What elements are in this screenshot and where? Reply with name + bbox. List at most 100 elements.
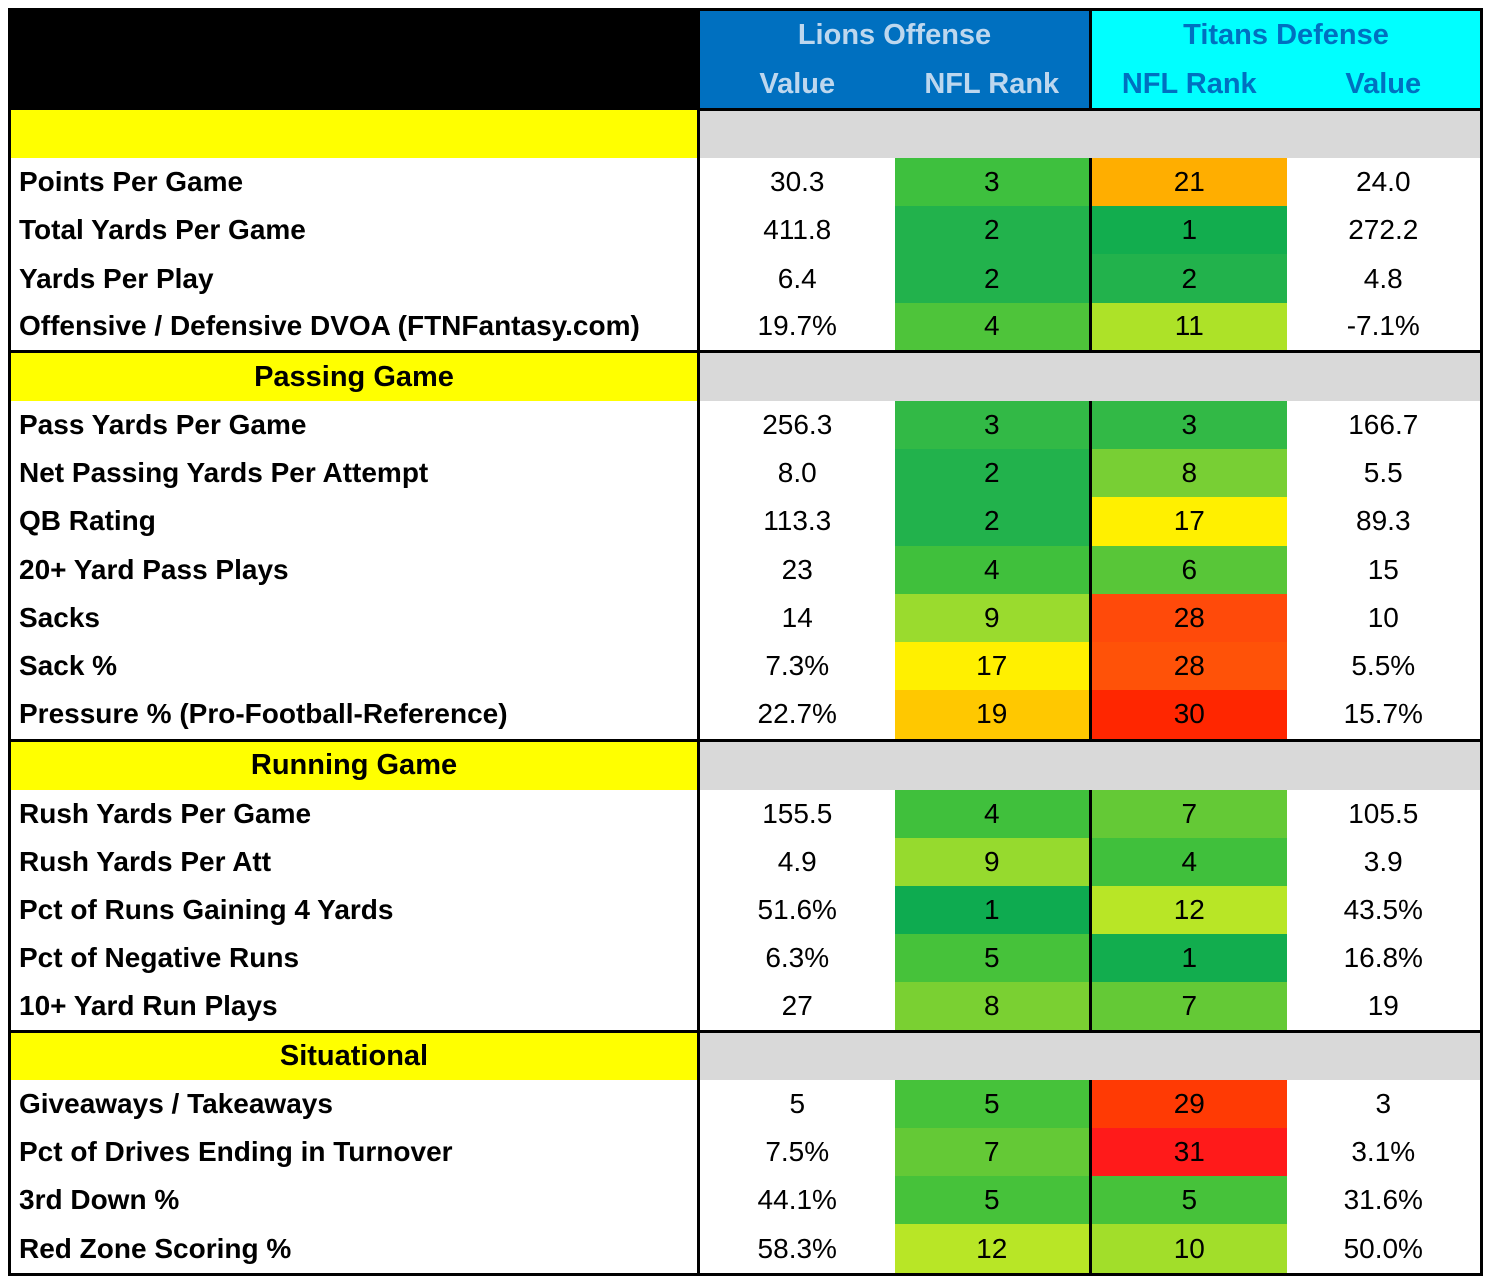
lions-rank-cell: 2 [894,206,1091,255]
titans-value-cell: 3.9 [1286,837,1484,886]
stat-label: Total Yards Per Game [8,206,699,255]
stat-label: Red Zone Scoring % [8,1224,699,1277]
titans-rank-cell: 1 [1089,206,1287,255]
lions-value-cell: 58.3% [697,1224,895,1277]
titans-value-cell: 16.8% [1286,934,1484,983]
stat-row: Pass Yards Per Game 256.3 3 3 166.7 [8,401,1484,450]
titans-value-cell: 31.6% [1286,1176,1484,1225]
section-header-row: Situational [8,1029,1484,1080]
stat-row: Pct of Negative Runs 6.3% 5 1 16.8% [8,934,1484,983]
titans-rank-cell: 28 [1089,593,1287,642]
stat-label: Sacks [8,593,699,642]
stat-label: 20+ Yard Pass Plays [8,545,699,594]
stat-label: Offensive / Defensive DVOA (FTNFantasy.c… [8,302,699,352]
lions-offense-header: Lions Offense [696,7,1091,60]
section-spacer [696,738,1484,790]
stat-row: 10+ Yard Run Plays 27 8 7 19 [8,982,1484,1032]
lions-value-cell: 4.9 [697,837,895,886]
lions-rank-cell: 2 [894,497,1091,546]
section-spacer [696,109,1484,159]
lions-value-cell: 113.3 [697,497,895,546]
stat-row: Sack % 7.3% 17 28 5.5% [8,641,1484,691]
lions-value-cell: 44.1% [697,1176,895,1225]
lions-rank-cell: 1 [894,885,1091,935]
stat-row: Rush Yards Per Att 4.9 9 4 3.9 [8,837,1484,886]
titans-rank-cell: 12 [1089,885,1287,935]
titans-rank-cell: 7 [1089,789,1287,838]
lions-rank-cell: 4 [894,302,1091,352]
stat-label: Giveaways / Takeaways [8,1079,699,1128]
header-blank-cell [8,7,699,110]
titans-value-cell: 105.5 [1286,789,1484,838]
titans-rank-cell: 3 [1089,401,1287,450]
stat-label: Pct of Drives Ending in Turnover [8,1127,699,1176]
section-spacer [696,350,1484,401]
titans-value-cell: 89.3 [1286,497,1484,546]
titans-value-cell: 3.1% [1286,1127,1484,1176]
titans-value-cell: 24.0 [1286,158,1484,207]
stat-row: Red Zone Scoring % 58.3% 12 10 50.0% [8,1224,1484,1277]
stat-label: Sack % [8,641,699,691]
lions-value-cell: 8.0 [697,449,895,498]
lions-rank-cell: 7 [894,1127,1091,1176]
lions-rank-cell: 9 [894,837,1091,886]
lions-rank-cell: 2 [894,254,1091,303]
lions-rank-cell: 12 [894,1224,1091,1277]
lions-rank-cell: 5 [894,1176,1091,1225]
lions-rank-cell: 2 [894,449,1091,498]
titans-rank-cell: 8 [1089,449,1287,498]
lions-value-cell: 155.5 [697,789,895,838]
titans-defense-header: Titans Defense [1089,7,1484,60]
lions-value-cell: 30.3 [697,158,895,207]
titans-rank-cell: 2 [1089,254,1287,303]
titans-value-cell: 10 [1286,593,1484,642]
section-header-row [8,109,1484,159]
titans-rank-cell: 1 [1089,934,1287,983]
stat-row: 20+ Yard Pass Plays 23 4 6 15 [8,545,1484,594]
titans-value-cell: 3 [1286,1079,1484,1128]
stat-label: 3rd Down % [8,1176,699,1225]
lions-rank-cell: 3 [894,158,1091,207]
lions-rank-cell: 4 [894,545,1091,594]
titans-rank-cell: 28 [1089,641,1287,691]
stat-row: Yards Per Play 6.4 2 2 4.8 [8,254,1484,303]
titans-rank-cell: 31 [1089,1127,1287,1176]
titans-value-cell: -7.1% [1286,302,1484,352]
lions-rank-cell: 19 [894,690,1091,741]
stat-row: 3rd Down % 44.1% 5 5 31.6% [8,1176,1484,1225]
titans-value-cell: 19 [1286,982,1484,1032]
lions-value-cell: 19.7% [697,302,895,352]
titans-rank-cell: 29 [1089,1079,1287,1128]
titans-rank-cell: 5 [1089,1176,1287,1225]
stat-row: Net Passing Yards Per Attempt 8.0 2 8 5.5 [8,449,1484,498]
lions-value-cell: 6.3% [697,934,895,983]
section-title: Situational [8,1029,699,1080]
lions-value-cell: 23 [697,545,895,594]
stat-row: Total Yards Per Game 411.8 2 1 272.2 [8,206,1484,255]
titans-rank-cell: 4 [1089,837,1287,886]
lions-value-cell: 14 [697,593,895,642]
stat-row: Pct of Drives Ending in Turnover 7.5% 7 31 3… [8,1127,1484,1176]
lions-value-header: Value [697,59,895,112]
stat-label: Pressure % (Pro-Football-Reference) [8,690,699,741]
lions-rank-cell: 8 [894,982,1091,1032]
matchup-stats-table: Lions Offense Titans Defense Value NFL R… [8,7,1484,1277]
lions-value-cell: 7.5% [697,1127,895,1176]
stat-row: Giveaways / Takeaways 5 5 29 3 [8,1079,1484,1128]
lions-value-cell: 411.8 [697,206,895,255]
titans-value-cell: 166.7 [1286,401,1484,450]
titans-value-cell: 5.5% [1286,641,1484,691]
titans-value-header: Value [1286,59,1484,112]
titans-value-cell: 15.7% [1286,690,1484,741]
section-spacer [696,1029,1484,1080]
lions-rank-cell: 4 [894,789,1091,838]
stat-label: Pct of Negative Runs [8,934,699,983]
stat-row: Pressure % (Pro-Football-Reference) 22.7%… [8,690,1484,741]
titans-rank-cell: 7 [1089,982,1287,1032]
stat-row: Sacks 14 9 28 10 [8,593,1484,642]
stat-row: Pct of Runs Gaining 4 Yards 51.6% 1 12 43.5% [8,885,1484,935]
stat-row: QB Rating 113.3 2 17 89.3 [8,497,1484,546]
stat-label: Rush Yards Per Game [8,789,699,838]
titans-rank-cell: 30 [1089,690,1287,741]
titans-rank-cell: 10 [1089,1224,1287,1277]
